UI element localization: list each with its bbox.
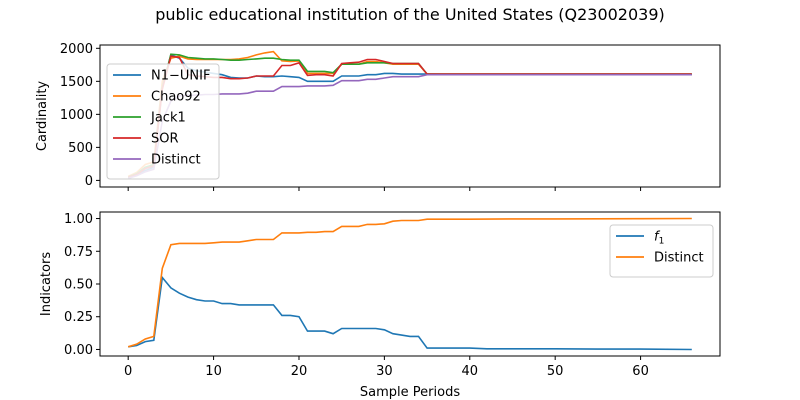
legend-entry-label: Jack1: [150, 111, 186, 126]
legend-entry-label: Distinct: [151, 153, 201, 168]
x-tick-label: 30: [376, 364, 393, 379]
y-tick-label: 0.50: [64, 278, 93, 293]
indicators-panel: 0.00 0.25 0.50 0.75 1.00 0 10 20 30 40 50 60 Indicat…: [39, 211, 721, 400]
cardinality-panel: 0 500 1000 1500 2000 Cardinality N1−UNIF Chao92…: [35, 42, 721, 191]
legend-entry-label: SOR: [151, 132, 179, 147]
legend-entry-label: Distinct: [654, 251, 704, 266]
x-tick-label: 10: [205, 364, 222, 379]
legend-subscript: 1: [659, 237, 665, 247]
series-line-indicators-0: [128, 275, 692, 351]
y-tick-label: 0.25: [64, 310, 93, 325]
x-tick-label: 40: [462, 364, 479, 379]
x-tick-label: 50: [547, 364, 564, 379]
x-tick-label: 60: [632, 364, 649, 379]
legend: f1 Distinct: [609, 224, 714, 278]
y-tick-label: 500: [68, 141, 93, 156]
legend-box: [609, 224, 714, 278]
series-line-indicators-1: [127, 217, 692, 348]
y-tick-label: 1.00: [64, 212, 93, 227]
y-tick-label: 1500: [60, 75, 93, 90]
legend-entry-label: f1: [654, 230, 664, 247]
x-tick-label: 20: [291, 364, 308, 379]
legend-entry-label: N1−UNIF: [151, 69, 210, 84]
y-tick-label: 2000: [60, 42, 93, 57]
legend-entry-label: Chao92: [151, 90, 201, 105]
x-tick-label: 0: [124, 364, 132, 379]
legend: N1−UNIF Chao92 Jack1 SOR Distinct: [106, 63, 220, 180]
axes-frame: [99, 44, 721, 188]
y-axis-label: Indicators: [39, 252, 54, 316]
legend-box: [106, 63, 220, 180]
y-tick-label: 0.00: [64, 343, 93, 358]
y-axis-label: Cardinality: [35, 81, 50, 152]
chart-title: public educational institution of the Un…: [155, 5, 665, 24]
x-axis-label: Sample Periods: [360, 385, 460, 400]
y-tick-label: 0: [85, 174, 93, 189]
y-tick-label: 0.75: [64, 245, 93, 260]
y-tick-label: 1000: [60, 108, 93, 123]
